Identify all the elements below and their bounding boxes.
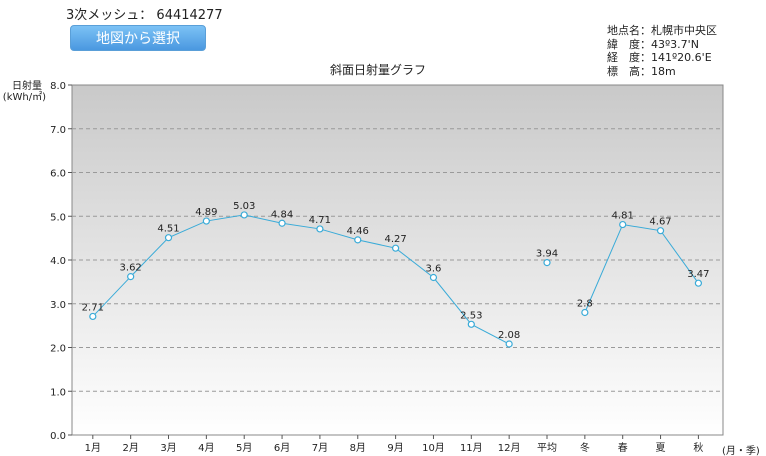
data-label: 4.89 [195,207,217,218]
y-tick-label: 2.0 [50,344,66,355]
data-label: 4.84 [271,209,293,220]
axes: 0.0 1.0 2.0 3.0 4.0 5.0 6.0 7.0 8.0 1月 2月 3月 4月 5月 6月 7… [50,81,703,454]
location-info: 地点名：札幌市中央区 緯 度：43º3.7'N 経 度：141º20.6'E 標… [607,24,717,78]
x-tick-label: 8月 [350,442,366,454]
data-point [543,259,551,267]
data-label: 4.81 [612,211,634,222]
data-label: 4.51 [157,224,179,235]
y-tick-label: 0.0 [50,431,66,442]
data-label: 5.03 [233,201,255,212]
x-tick-label: 春 [618,442,628,454]
data-label: 4.67 [649,217,671,228]
x-tick-label: 7月 [312,442,328,454]
y-axis-label: 日射量 [12,80,42,92]
latitude-row: 緯 度：43º3.7'N [607,38,717,52]
data-label: 3.62 [120,263,142,274]
grid-lines [72,128,723,392]
chart-title: 斜面日射量グラフ [330,62,426,77]
latitude-key: 緯 度： [607,37,651,51]
x-tick-label: 5月 [236,442,252,454]
longitude-key: 経 度： [607,51,651,65]
location-name-value: 札幌市中央区 [651,24,717,37]
data-point [467,320,475,328]
y-tick-label: 4.0 [50,256,66,267]
x-tick-label: 夏 [656,442,666,454]
data-point [619,220,627,229]
data-point [354,236,362,244]
data-label: 2.8 [577,299,593,310]
x-axis-label: (月・季) [722,445,760,456]
data-label: 2.71 [82,302,104,313]
location-name-key: 地点名： [607,24,651,37]
x-tick-label: 9月 [387,442,403,454]
data-label: 3.47 [687,269,709,280]
data-point [164,234,173,242]
data-point [392,244,400,252]
data-label: 4.71 [309,215,331,226]
latitude-value: 43º3.7'N [651,37,699,51]
data-point [202,217,210,225]
x-tick-label: 1月 [85,442,101,454]
location-name-row: 地点名：札幌市中央区 [607,24,717,38]
data-labels: 2.71 3.62 4.51 4.89 5.03 4.84 4.71 4.46 4.27 3.6 2… [82,201,710,341]
series-lines [92,214,699,345]
x-tick-label: 3月 [160,442,176,454]
x-tick-label: 11月 [460,442,483,454]
select-from-map-button[interactable]: 地図から選択 [70,25,206,51]
x-tick-label: 6月 [274,442,290,454]
data-label: 2.08 [498,330,520,341]
y-tick-label: 5.0 [50,212,66,223]
series-line [92,214,510,345]
y-tick-label: 8.0 [50,81,66,92]
data-point [127,273,135,281]
data-point [316,225,324,233]
x-tick-label: 平均 [537,442,557,454]
elevation-key: 標 高： [607,64,651,78]
elevation-row: 標 高：18m [607,65,717,79]
x-tick-label: 4月 [198,442,214,454]
y-tick-label: 7.0 [50,125,66,136]
data-label: 4.27 [384,234,406,245]
data-point [278,219,286,227]
x-tick-label: 秋 [693,441,703,454]
longitude-row: 経 度：141º20.6'E [607,51,717,65]
data-point [240,211,248,219]
data-point [581,308,589,317]
data-label: 3.94 [536,249,558,260]
x-tick-label: 12月 [498,442,521,454]
y-tick-label: 3.0 [50,300,66,311]
y-tick-label: 6.0 [50,169,66,180]
series-line [584,224,699,313]
data-point [89,312,97,321]
elevation-value: 18m [651,64,676,78]
data-point [429,273,438,282]
x-tick-label: 10月 [422,442,445,454]
data-label: 2.53 [460,310,482,321]
y-axis-unit: (kWh/㎡) [3,91,46,103]
data-label: 4.46 [347,226,369,237]
data-point [694,279,702,287]
data-label: 3.6 [426,264,442,275]
data-point [656,227,665,235]
y-tick-label: 1.0 [50,387,66,398]
mesh-code-line: 3次メッシュ： 64414277 [66,4,223,23]
mesh-code: 64414277 [156,8,223,23]
longitude-value: 141º20.6'E [651,51,712,65]
x-tick-label: 2月 [122,442,138,454]
x-tick-label: 冬 [580,441,590,454]
data-point [505,340,513,348]
mesh-label: 3次メッシュ： [66,8,153,23]
data-points [89,211,702,348]
